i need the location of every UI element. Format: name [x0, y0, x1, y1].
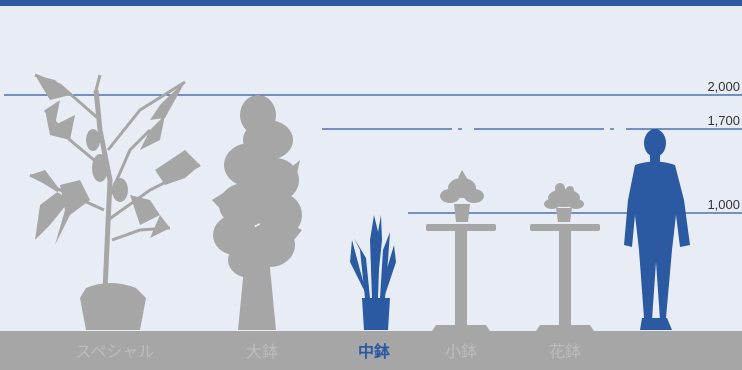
category-label-small[interactable]: 小鉢 [444, 342, 478, 361]
palm-plant-icon [29, 73, 201, 330]
header-bar [0, 0, 742, 6]
person-silhouette-icon [624, 129, 690, 330]
ground [0, 331, 742, 370]
snake-plant-icon [350, 215, 396, 330]
category-label-medium[interactable]: 中鉢 [357, 342, 391, 361]
tall-bush-plant-icon [212, 95, 302, 330]
height-label-2000: 2,000 [707, 79, 740, 94]
category-label-flower[interactable]: 花鉢 [548, 342, 582, 361]
small-plant-on-table-icon [426, 170, 496, 331]
height-label-1000: 1,000 [707, 197, 740, 212]
category-label-special[interactable]: スペシャル [75, 342, 155, 361]
flower-pot-on-table-icon [530, 183, 600, 331]
category-label-large[interactable]: 大鉢 [245, 342, 279, 361]
height-label-1700: 1,700 [707, 113, 740, 128]
